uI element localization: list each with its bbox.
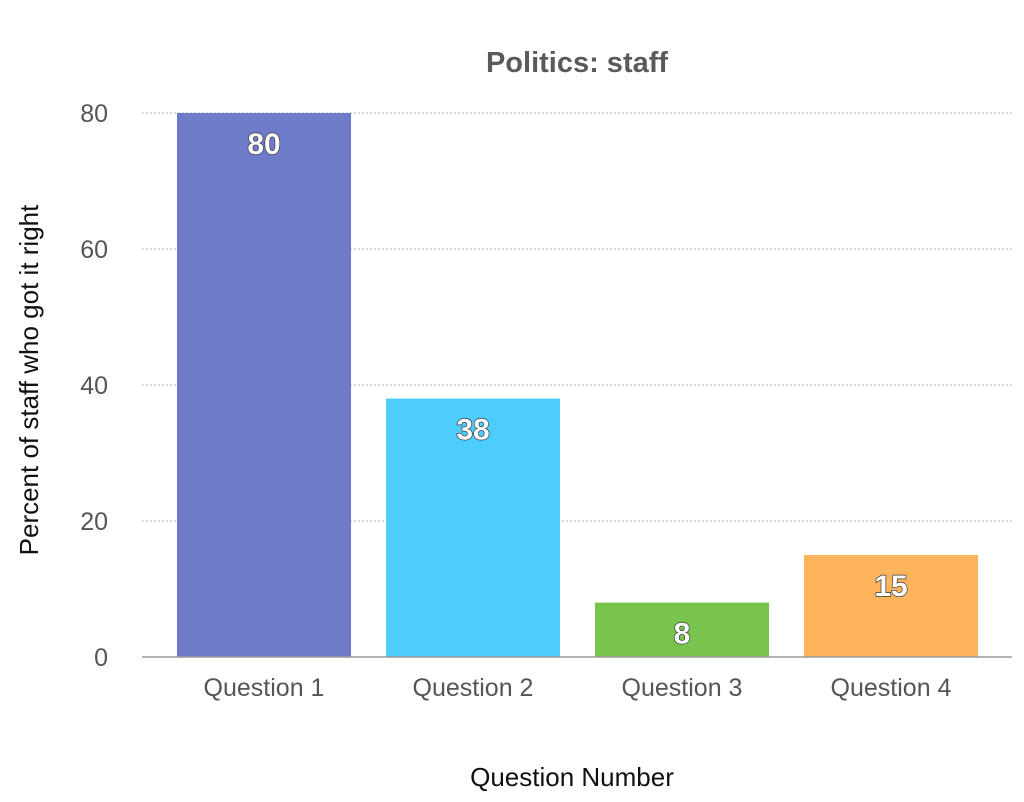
y-tick-label: 0 xyxy=(94,644,108,672)
y-axis-label: Percent of staff who got it right xyxy=(14,204,44,555)
x-tick-label: Question 2 xyxy=(413,674,534,702)
bar xyxy=(595,602,769,657)
bar-value-label: 8 xyxy=(674,618,691,651)
x-tick-label: Question 3 xyxy=(622,674,743,702)
y-tick-label: 40 xyxy=(80,372,108,400)
bar xyxy=(177,113,351,657)
bar-value-label: 15 xyxy=(874,570,907,603)
x-axis-label: Question Number xyxy=(470,762,674,792)
chart-title: Politics: staff xyxy=(486,47,668,79)
x-axis-ticks: Question 1 Question 2 Question 3 Question 4 xyxy=(204,674,952,702)
bar xyxy=(804,555,978,657)
bar-value-label: 38 xyxy=(456,414,489,447)
y-tick-label: 60 xyxy=(80,236,108,264)
bar-value-labels: 80 38 8 15 xyxy=(247,127,909,651)
bar-value-label: 80 xyxy=(247,128,280,161)
y-axis-ticks: 0 20 40 60 80 xyxy=(80,100,108,672)
y-tick-label: 20 xyxy=(80,508,108,536)
bars xyxy=(177,113,978,657)
bar xyxy=(386,398,560,657)
x-tick-label: Question 4 xyxy=(831,674,952,702)
y-tick-label: 80 xyxy=(80,100,108,128)
x-tick-label: Question 1 xyxy=(204,674,325,702)
